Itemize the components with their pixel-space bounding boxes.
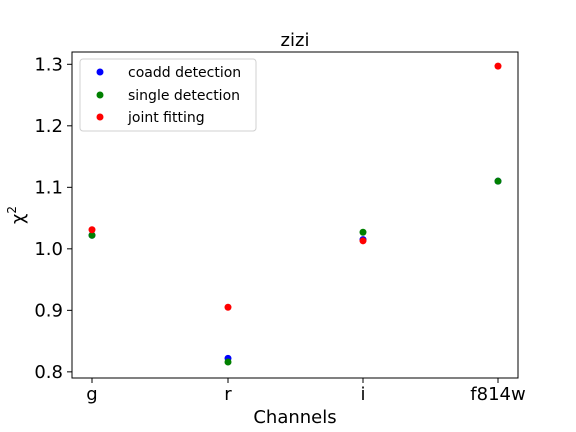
y-tick-label: 1.0 xyxy=(34,239,63,260)
data-points xyxy=(88,62,502,366)
y-axis: 0.8 0.9 1.0 1.1 1.2 1.3 xyxy=(34,54,72,383)
point-joint-fitting-g xyxy=(88,226,96,234)
x-tick-label-g: g xyxy=(86,384,97,405)
legend-label-single-detection: single detection xyxy=(128,88,240,104)
point-single-detection-r xyxy=(224,358,232,366)
y-axis-label-base: χ xyxy=(8,214,29,224)
x-tick-label-r: r xyxy=(224,384,232,405)
x-tick-label-i: i xyxy=(360,384,365,405)
legend-label-coadd-detection: coadd detection xyxy=(128,65,241,81)
chart-title: zizi xyxy=(281,30,310,51)
legend-label-joint-fitting: joint fitting xyxy=(127,110,205,126)
x-axis-label: Channels xyxy=(253,407,336,428)
y-tick-label: 1.2 xyxy=(34,116,63,137)
point-joint-fitting-r xyxy=(224,303,232,311)
point-joint-fitting-i xyxy=(359,237,367,245)
y-tick-label: 0.9 xyxy=(34,300,63,321)
legend-marker-coadd-detection xyxy=(96,68,104,76)
y-tick-label: 0.8 xyxy=(34,362,63,383)
y-axis-label: χ2 xyxy=(5,206,29,224)
x-axis: g r i f814w xyxy=(86,378,526,405)
x-tick-label-f814w: f814w xyxy=(470,384,525,405)
point-single-detection-g xyxy=(88,231,96,239)
point-single-detection-i xyxy=(359,228,367,236)
point-joint-fitting-f814w xyxy=(494,62,502,70)
y-tick-label: 1.1 xyxy=(34,177,63,198)
legend-marker-joint-fitting xyxy=(96,113,104,121)
y-tick-label: 1.3 xyxy=(34,54,63,75)
plot-area xyxy=(71,51,519,379)
legend: coadd detection single detection joint f… xyxy=(79,58,257,132)
legend-marker-single-detection xyxy=(96,91,104,99)
legend-box xyxy=(79,58,257,132)
point-single-detection-f814w xyxy=(494,177,502,185)
y-axis-label-sup: 2 xyxy=(5,206,19,214)
